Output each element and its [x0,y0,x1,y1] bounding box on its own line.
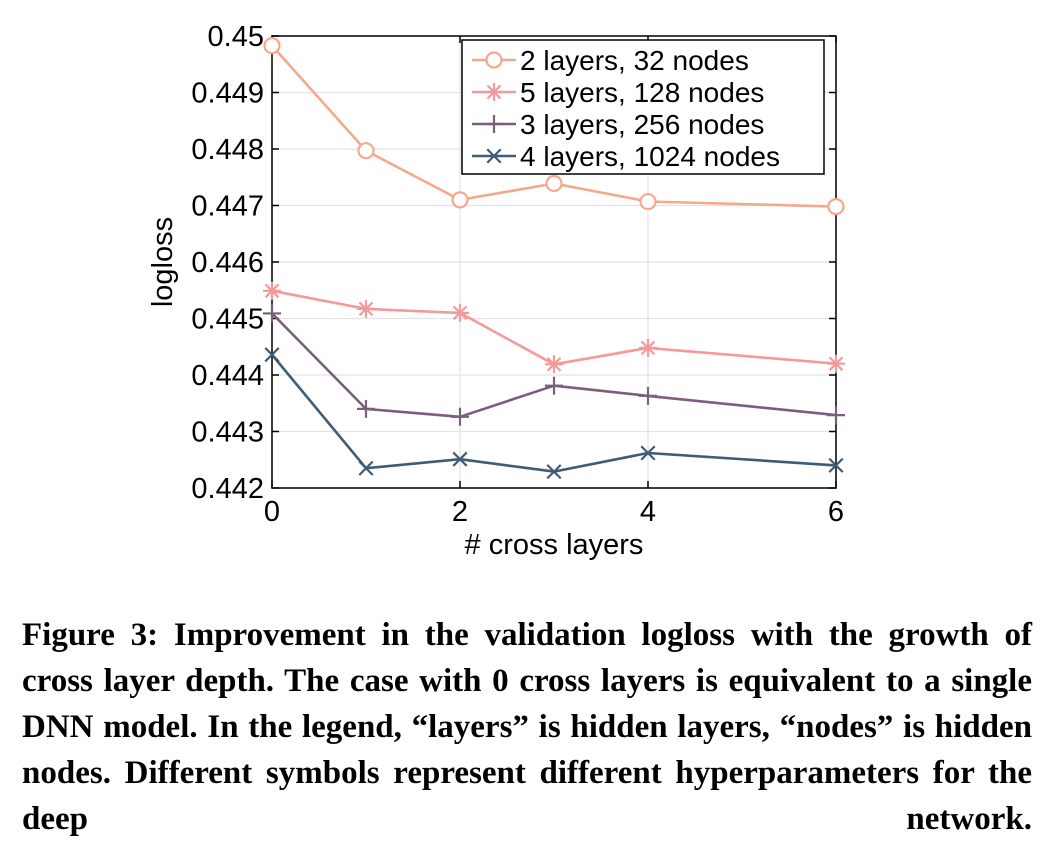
data-point-x [452,451,468,467]
logloss-line-chart: 0 2 4 6 0.442 0.443 0.444 0.445 0.446 0.447 0.448 0… [147,21,845,561]
legend-item: 4 layers, 1024 nodes [472,141,780,172]
data-point-asterisk [451,303,469,322]
y-tick-label: 0.444 [191,360,264,392]
data-point-plus [639,386,657,405]
data-point-plus [451,407,469,426]
data-point-asterisk [639,338,657,357]
data-point-circle [639,192,657,211]
data-point-x [264,347,280,363]
legend-label: 5 layers, 128 nodes [520,77,764,108]
data-point-asterisk [545,355,563,374]
legend-label: 4 layers, 1024 nodes [520,141,780,172]
data-point-circle [263,37,281,55]
data-point-x [546,464,562,480]
x-tick-label: 6 [828,496,844,528]
series-x [264,347,844,480]
data-point-asterisk [827,354,845,373]
series-asterisk [263,281,845,374]
data-point-circle [545,174,563,193]
data-point-asterisk [357,299,375,318]
series-plus [263,304,845,426]
x-tick-label: 2 [452,496,468,528]
legend-box [461,39,825,175]
axis-ticks: 0 2 4 6 0.442 0.443 0.444 0.445 0.446 0.447 0.448 0… [191,21,844,528]
data-point-circle [827,198,845,216]
x-tick-label: 4 [640,496,656,528]
x-tick-label: 0 [264,496,280,528]
series-line [271,289,837,366]
y-tick-label: 0.442 [191,473,264,505]
series-line [271,44,837,208]
y-axis-label: logloss [147,217,179,307]
data-point-x [640,445,656,461]
data-point-plus [545,376,563,395]
data-point-circle [451,191,469,209]
series-circle [263,37,845,216]
data-point-x [828,457,844,473]
data-point-circle [485,51,503,69]
data-point-circle [357,142,375,160]
legend-label: 2 layers, 32 nodes [520,45,749,76]
data-point-x [486,148,502,164]
legend-item: 2 layers, 32 nodes [472,45,749,76]
data-point-asterisk [485,83,503,101]
legend-label: 3 layers, 256 nodes [520,109,764,140]
y-tick-label: 0.45 [208,21,264,53]
legend-item: 5 layers, 128 nodes [472,77,764,108]
series-line [271,312,837,419]
data-point-plus [263,304,281,323]
data-point-plus [357,399,375,418]
data-point-asterisk [263,281,281,300]
series-layer [263,37,845,480]
y-tick-label: 0.447 [191,191,264,223]
figure-caption: Figure 3: Improvement in the validation … [22,617,1032,837]
data-point-x [358,460,374,476]
y-tick-label: 0.446 [191,247,264,279]
x-axis-label: # cross layers [465,529,644,561]
y-tick-label: 0.445 [191,304,264,336]
series-line [270,353,837,473]
y-tick-label: 0.443 [191,417,264,449]
y-tick-label: 0.449 [191,78,264,110]
data-point-plus [485,115,503,133]
y-tick-label: 0.448 [191,134,264,166]
legend-item: 3 layers, 256 nodes [472,109,764,140]
data-point-plus [827,406,845,425]
